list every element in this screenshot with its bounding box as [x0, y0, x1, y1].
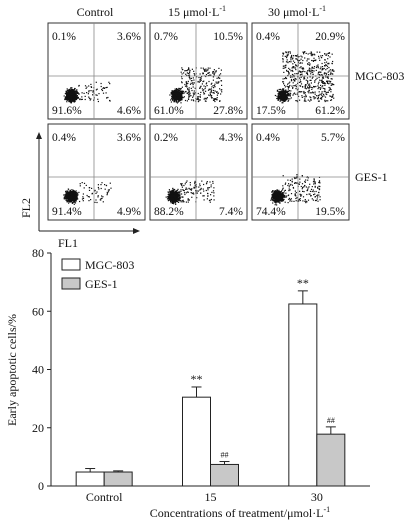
quadrant-ur-label: 3.6% [117, 132, 141, 144]
quadrant-ll-label: 88.2% [154, 206, 184, 218]
fl1-label: FL1 [58, 236, 78, 250]
quadrant-ul-label: 0.4% [52, 132, 76, 144]
fl1-arrow [133, 228, 140, 234]
scatter-cloud [63, 81, 111, 104]
quadrant-ul-label: 0.2% [154, 132, 178, 144]
bar [288, 303, 318, 487]
quadrant-ll-label: 74.4% [256, 206, 286, 218]
quadrant-lr-label: 4.6% [117, 105, 141, 117]
bar [210, 463, 239, 487]
fl2-label: FL2 [19, 198, 33, 218]
column-header-control: Control [77, 5, 114, 19]
y-tick-label: 20 [32, 421, 44, 435]
legend-swatch-ges1 [61, 277, 81, 290]
column-header-15: 15 μmol·L-1 [168, 4, 226, 19]
quadrant-ll-label: 91.4% [52, 206, 82, 218]
x-tick-label: 15 [205, 490, 217, 504]
quadrant-ur-label: 3.6% [117, 31, 141, 43]
dot-plot: 0.4% 5.7% 74.4% 19.5% [251, 123, 350, 221]
dot-plot: 0.1% 3.6% 91.6% 4.6% [47, 22, 146, 120]
quadrant-ur-label: 5.7% [321, 132, 345, 144]
quadrant-ul-label: 0.1% [52, 31, 76, 43]
quadrant-ul-label: 0.7% [154, 31, 178, 43]
x-tick-label: Control [86, 490, 123, 504]
y-tick-label: 40 [32, 363, 44, 377]
quadrant-lr-label: 7.4% [219, 206, 243, 218]
y-tick-label: 0 [38, 479, 44, 493]
scatter-cloud [165, 180, 215, 205]
scatter-cloud [169, 67, 223, 104]
quadrant-lr-label: 4.9% [117, 206, 141, 218]
quadrant-ul-label: 0.4% [256, 31, 280, 43]
y-axis-title: Early apoptotic cells/% [5, 314, 19, 426]
quadrant-ll-label: 61.0% [154, 105, 184, 117]
bar [316, 433, 346, 487]
significance-mark: ** [191, 372, 203, 386]
quadrant-lr-label: 19.5% [315, 206, 345, 218]
quadrant-lr-label: 61.2% [315, 105, 345, 117]
legend: MGC-803 GES-1 [61, 258, 134, 291]
significance-mark: ## [221, 451, 229, 460]
quadrant-ul-label: 0.4% [256, 132, 280, 144]
quadrant-ur-label: 20.9% [315, 31, 345, 43]
legend-label-ges1: GES-1 [85, 277, 118, 291]
bar [103, 471, 133, 487]
quadrant-ur-label: 4.3% [219, 132, 243, 144]
dot-plot: 0.7% 10.5% 61.0% 27.8% [149, 22, 248, 120]
significance-mark: ## [327, 416, 335, 425]
significance-mark: ** [297, 276, 309, 290]
quadrant-ll-label: 17.5% [256, 105, 286, 117]
quadrant-lr-label: 27.8% [213, 105, 243, 117]
x-tick-label: 30 [311, 490, 323, 504]
y-tick-label: 60 [32, 304, 44, 318]
column-header-30: 30 μmol·L-1 [268, 4, 326, 19]
legend-swatch-mgc803 [61, 258, 81, 271]
scatter-cloud [274, 51, 335, 104]
scatter-cloud [270, 174, 321, 206]
scatter-cloud [63, 182, 112, 205]
bar [182, 396, 211, 487]
flow-cytometry-panel: Control 15 μmol·L-1 30 μmol·L-1 0.1% 3.6%… [19, 4, 404, 250]
legend-label-mgc803: MGC-803 [85, 258, 134, 272]
quadrant-ll-label: 91.6% [52, 105, 82, 117]
bar [75, 471, 105, 487]
row-label-ges1: GES-1 [355, 170, 388, 184]
x-axis-title: Concentrations of treatment/μmol·L-1 [150, 505, 330, 520]
quadrant-ur-label: 10.5% [213, 31, 243, 43]
row-label-mgc803: MGC-803 [355, 69, 404, 83]
dot-plot: 0.2% 4.3% 88.2% 7.4% [149, 123, 248, 221]
fl2-arrow [36, 132, 42, 139]
bar-chart: 0 20 40 60 80 ** ## ** ## Control 15 30 Early apo… [5, 246, 370, 520]
y-tick-label: 80 [32, 246, 44, 260]
dot-plot: 0.4% 3.6% 91.4% 4.9% [47, 123, 146, 221]
dot-plot: 0.4% 20.9% 17.5% 61.2% [251, 22, 350, 120]
